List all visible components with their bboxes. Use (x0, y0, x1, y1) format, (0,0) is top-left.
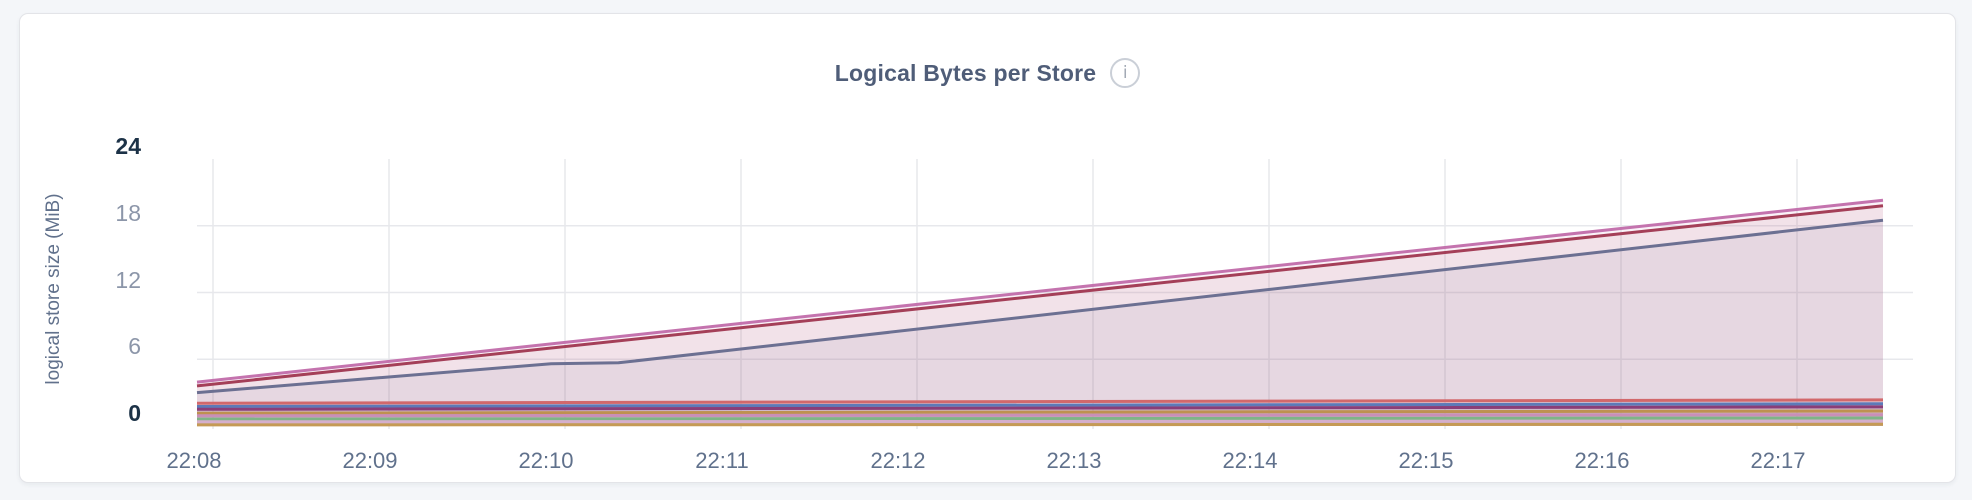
series-line-series-5 (196, 402, 1884, 408)
chart-title: Logical Bytes per Store (834, 59, 1097, 86)
series-line-series-6 (196, 405, 1884, 411)
x-tick-label-22:09: 22:09 (342, 448, 398, 473)
series-line-series-10 (196, 419, 1884, 424)
x-tick-label-22:11: 22:11 (695, 448, 749, 473)
series-area-series-1 (197, 200, 1883, 426)
y-tick-label-24: 24 (115, 133, 141, 159)
x-tick-label-22:16: 22:16 (1574, 448, 1630, 473)
y-tick-label-18: 18 (115, 199, 141, 226)
y-tick-label-12: 12 (115, 266, 141, 293)
series-line-series-8 (196, 413, 1884, 418)
series-line-series-7 (196, 409, 1884, 415)
x-tick-label-22:17: 22:17 (1750, 448, 1806, 473)
x-tick-label-22:15: 22:15 (1398, 448, 1454, 473)
x-tick-label-22:08: 22:08 (166, 448, 222, 473)
x-tick-label-22:14: 22:14 (1222, 448, 1278, 473)
series-area-series-3 (197, 220, 1883, 426)
series-line-series-1 (196, 198, 1884, 384)
series-line-series-11 (196, 422, 1884, 427)
series-line-series-4 (196, 398, 1884, 405)
x-tick-label-22:10: 22:10 (518, 448, 574, 473)
x-tick-label-22:13: 22:13 (1046, 448, 1102, 473)
series-line-series-3 (196, 218, 1884, 395)
chart-header: Logical Bytes per Store i (20, 58, 1955, 88)
y-axis-title: logical store size (MiB) (43, 193, 64, 385)
x-tick-label-22:12: 22:12 (870, 448, 926, 473)
series-line-series-9 (196, 416, 1884, 421)
chart-card: Logical Bytes per Store i logical store … (19, 13, 1956, 483)
y-tick-label-0: 0 (128, 400, 141, 426)
plot-area[interactable] (196, 154, 1927, 436)
series-line-series-2 (196, 204, 1884, 388)
y-tick-label-6: 6 (128, 333, 141, 360)
info-circle-icon[interactable]: i (1110, 58, 1141, 88)
